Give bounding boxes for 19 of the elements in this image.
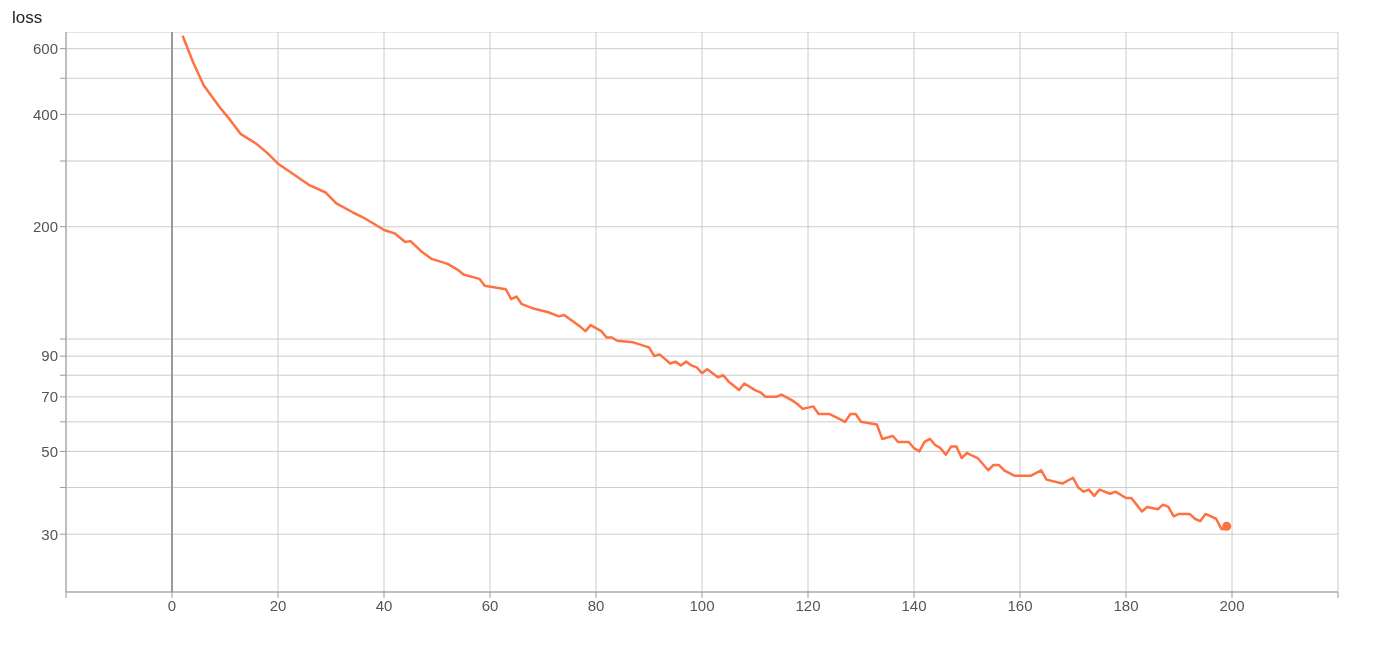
x-tick-label: 60 (481, 596, 499, 614)
x-tick-label: 40 (375, 596, 393, 614)
y-tick-label: 400 (32, 105, 58, 123)
y-tick-label: 600 (32, 40, 58, 57)
x-tick-label: 0 (167, 596, 177, 614)
x-tick-label: 100 (689, 596, 715, 614)
y-tick-label: 90 (41, 347, 58, 365)
x-tick-label: 140 (901, 596, 927, 614)
x-tick-label: 120 (795, 596, 821, 614)
y-tick-label: 50 (41, 442, 58, 460)
y-tick-label: 70 (41, 388, 58, 406)
x-tick-label: 200 (1219, 596, 1245, 614)
x-tick-label: 20 (269, 596, 287, 614)
chart-title: loss (12, 8, 44, 28)
y-tick-label: 200 (32, 218, 58, 236)
x-tick-label: 80 (587, 596, 605, 614)
y-tick-label: 30 (41, 525, 58, 543)
x-tick-label: 180 (1113, 596, 1139, 614)
x-tick-label: 160 (1007, 596, 1033, 614)
